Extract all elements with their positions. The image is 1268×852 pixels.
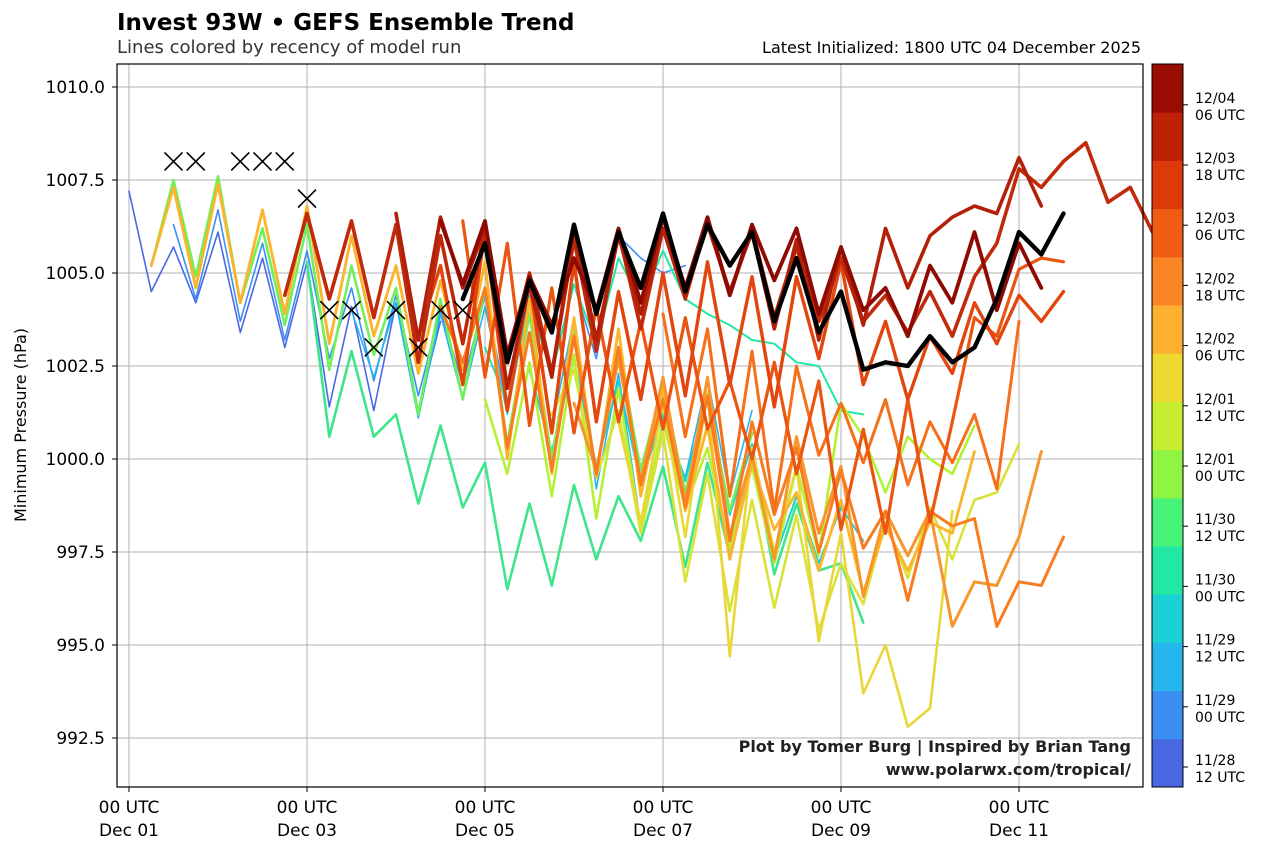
grid-lines — [117, 64, 1143, 787]
colorbar-label-time: 18 UTC — [1195, 168, 1245, 184]
colorbar-label-date: 12/01 — [1195, 392, 1235, 408]
colorbar-segment — [1152, 112, 1183, 161]
observed-x-mark — [297, 189, 317, 209]
x-tick-label-date: Dec 09 — [811, 821, 871, 841]
colorbar-label-time: 18 UTC — [1195, 288, 1245, 304]
credit-line-1: Plot by Tomer Burg | Inspired by Brian T… — [739, 737, 1131, 757]
x-tick-label: 00 UTC — [277, 798, 338, 818]
colorbar-label-time: 06 UTC — [1195, 108, 1245, 124]
y-tick-label: 1000.0 — [46, 450, 105, 470]
observed-x-mark — [163, 151, 184, 171]
y-axis: 992.5 995.0 997.5 1000.0 1002.5 1005.0 1007.5 1… — [46, 78, 117, 749]
credit-line-2: www.polarwx.com/tropical/ — [886, 760, 1131, 779]
x-axis: 00 UTC Dec 01 00 UTC Dec 03 00 UTC Dec 05 00 U… — [99, 787, 1050, 841]
observed-x-mark — [275, 151, 295, 171]
x-tick-label-date: Dec 05 — [455, 821, 515, 841]
y-tick-label: 997.5 — [56, 543, 105, 563]
observed-x-mark — [230, 151, 250, 171]
colorbar-segment — [1152, 353, 1183, 402]
y-tick-label: 1007.5 — [46, 171, 105, 191]
colorbar-label-date: 12/03 — [1195, 151, 1235, 167]
x-tick-label-date: Dec 03 — [277, 821, 337, 841]
colorbar-frame — [1151, 63, 1184, 788]
colorbar-segment — [1152, 401, 1183, 451]
chart-subtitle: Lines colored by recency of model run — [117, 37, 461, 58]
observed-marks-layer — [163, 151, 473, 357]
plot-frame — [116, 63, 1144, 788]
colorbar-label-date: 11/30 — [1195, 572, 1235, 588]
colorbar-label-time: 06 UTC — [1195, 349, 1245, 365]
y-tick-label: 995.0 — [56, 636, 105, 656]
x-tick-label-date: Dec 07 — [633, 821, 693, 841]
colorbar-label-time: 12 UTC — [1195, 770, 1245, 786]
series-line — [460, 211, 1066, 372]
colorbar-label-time: 12 UTC — [1195, 529, 1245, 545]
x-tick-label-date: Dec 11 — [989, 821, 1049, 841]
y-axis-label: Minimum Pressure (hPa) — [11, 328, 30, 522]
x-tick-label: 00 UTC — [989, 798, 1050, 818]
colorbar-label-time: 06 UTC — [1195, 228, 1245, 244]
colorbar-label-date: 12/01 — [1195, 452, 1235, 468]
colorbar-label-time: 12 UTC — [1195, 409, 1245, 425]
colorbar-segment — [1152, 594, 1183, 643]
x-tick-label: 00 UTC — [455, 798, 516, 818]
series-line — [572, 357, 1043, 628]
colorbar-label-date: 12/02 — [1195, 271, 1235, 287]
x-tick-label: 00 UTC — [633, 798, 694, 818]
init-time-label: Latest Initialized: 1800 UTC 04 December… — [762, 38, 1141, 57]
colorbar-segment — [1152, 160, 1183, 210]
observed-x-mark — [430, 300, 451, 320]
colorbar-label-date: 11/29 — [1195, 693, 1235, 709]
chart-title: Invest 93W • GEFS Ensemble Trend — [117, 10, 574, 36]
colorbar-label-time: 00 UTC — [1195, 589, 1245, 605]
series-line — [128, 190, 442, 412]
x-tick-label-date: Dec 01 — [99, 821, 159, 841]
series-line — [305, 260, 865, 625]
series-line — [439, 286, 1065, 628]
series-layer — [128, 141, 1155, 729]
colorbar-label-date: 11/30 — [1195, 512, 1235, 528]
colorbar-segment — [1152, 497, 1183, 547]
observed-x-mark — [408, 337, 428, 357]
colorbar-label-date: 11/28 — [1195, 753, 1235, 769]
series-line — [661, 312, 1021, 513]
observed-x-mark — [252, 151, 273, 171]
colorbar-label-time: 00 UTC — [1195, 469, 1245, 485]
colorbar-segment — [1152, 546, 1183, 595]
series-line — [483, 353, 976, 565]
y-tick-label: 1005.0 — [46, 264, 105, 284]
colorbar-segment — [1152, 64, 1183, 113]
colorbar-segment — [1152, 208, 1183, 258]
colorbar-label-time: 00 UTC — [1195, 710, 1245, 726]
colorbar-segment — [1152, 642, 1183, 692]
colorbar-segment — [1152, 305, 1183, 354]
y-tick-label: 1002.5 — [46, 357, 105, 377]
x-tick-label: 00 UTC — [811, 798, 872, 818]
colorbar-label-date: 12/03 — [1195, 211, 1235, 227]
observed-x-mark — [453, 300, 473, 320]
colorbar-label-date: 12/04 — [1195, 91, 1235, 107]
colorbar-label-date: 11/29 — [1195, 633, 1235, 649]
x-tick-label: 00 UTC — [99, 798, 160, 818]
colorbar-segment — [1152, 690, 1183, 740]
colorbar-segment — [1152, 256, 1183, 306]
colorbar-label-date: 12/02 — [1195, 332, 1235, 348]
observed-x-mark — [364, 337, 384, 357]
observed-x-mark — [186, 151, 206, 171]
observed-x-mark — [319, 300, 339, 320]
y-tick-label: 1010.0 — [46, 78, 105, 98]
colorbar-segment — [1152, 738, 1183, 788]
colorbar-label-time: 12 UTC — [1195, 650, 1245, 666]
observed-x-mark — [386, 300, 406, 320]
observed-x-mark — [341, 300, 362, 320]
y-tick-label: 992.5 — [56, 729, 105, 749]
colorbar-segment — [1152, 449, 1183, 499]
